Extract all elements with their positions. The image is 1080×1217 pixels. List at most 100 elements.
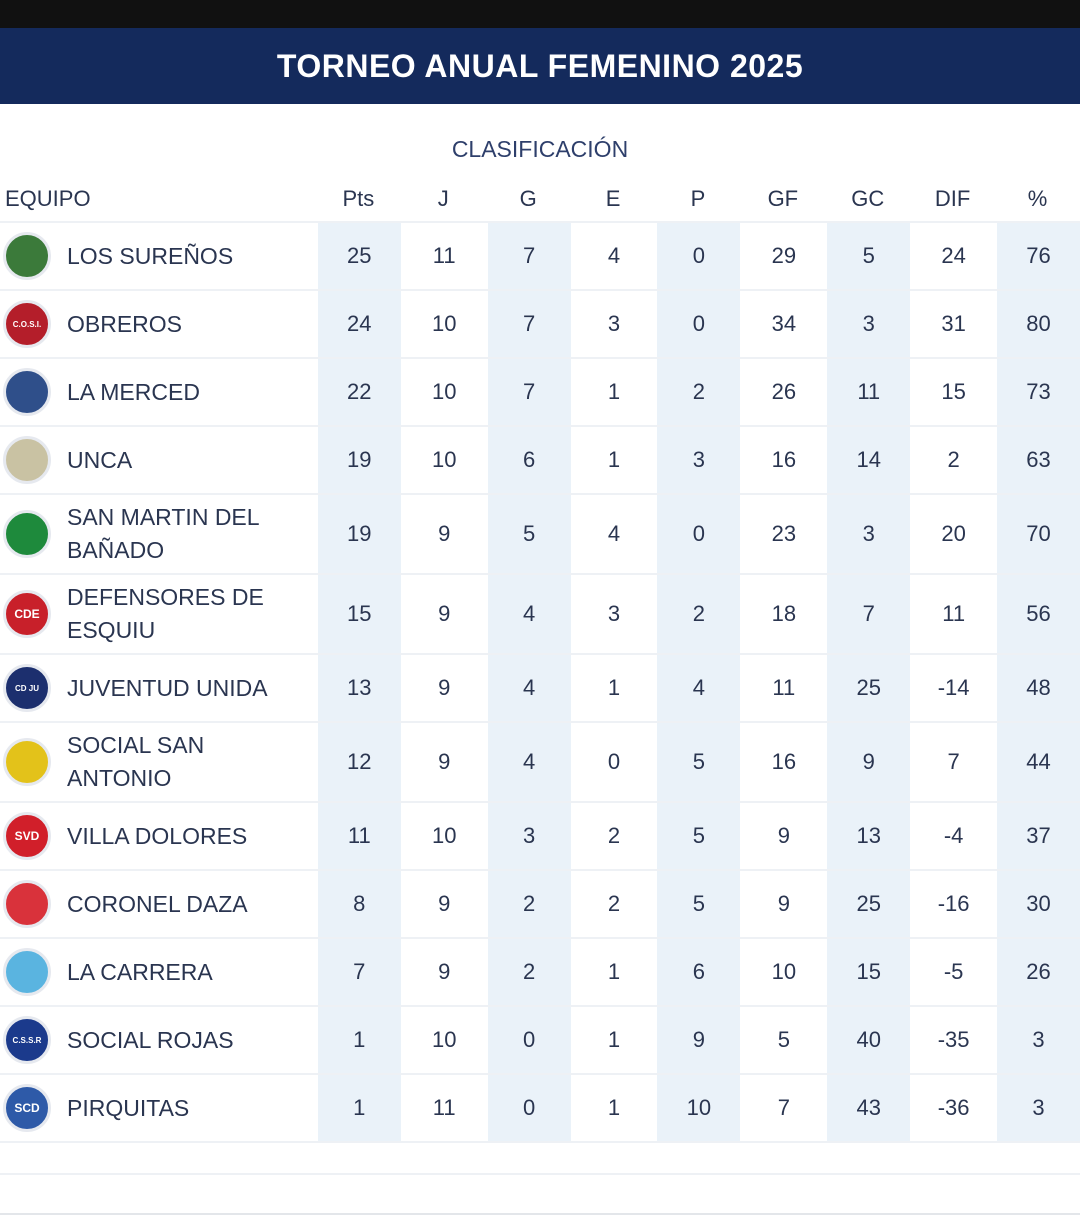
table-row: LA CARRERA 7 9 2 1 6 10 15 -5 26	[0, 937, 1080, 1005]
cell-pct: 73	[995, 359, 1080, 425]
juventud-unida-crest-icon: CD JU	[3, 664, 51, 712]
coronel-daza-crest-icon	[3, 880, 51, 928]
cell-p: 5	[655, 723, 741, 801]
table-row: LA MERCED 22 10 7 1 2 26 11 15 73	[0, 357, 1080, 425]
table-row: C.O.S.I. OBREROS 24 10 7 3 0 34 3 31 80	[0, 289, 1080, 357]
team-cell: CDE DEFENSORES DE ESQUIU	[0, 575, 316, 653]
table-row: SOCIAL SAN ANTONIO 12 9 4 0 5 16 9 7 44	[0, 721, 1080, 801]
cell-pct: 56	[995, 575, 1080, 653]
header-gf: GF	[767, 185, 799, 211]
cell-pct: 3	[995, 1007, 1080, 1073]
cell-j: 10	[400, 803, 486, 869]
cell-dif: -4	[910, 803, 996, 869]
san-martin-crest-icon	[3, 510, 51, 558]
cell-gc: 9	[825, 723, 911, 801]
team-cell: LA CARRERA	[0, 939, 316, 1005]
cell-pts: 7	[315, 939, 401, 1005]
cell-gf: 34	[740, 291, 826, 357]
status-bar	[0, 0, 1080, 28]
cell-p: 2	[655, 575, 741, 653]
team-name: PIRQUITAS	[67, 1094, 190, 1121]
team-cell: CORONEL DAZA	[0, 871, 316, 937]
team-name: DEFENSORES DE ESQUIU	[67, 584, 264, 643]
cell-p: 5	[655, 871, 741, 937]
cell-pct: 76	[995, 223, 1080, 289]
cell-g: 5	[485, 495, 571, 573]
team-cell: SAN MARTIN DEL BAÑADO	[0, 495, 316, 573]
table-body: LOS SUREÑOS 25 11 7 4 0 29 5 24 76 C.O.S.I. OBREROS…	[0, 221, 1080, 1143]
cell-e: 1	[570, 939, 656, 1005]
cell-gc: 14	[825, 427, 911, 493]
table-row: C.S.S.R SOCIAL ROJAS 1 10 0 1 9 5 40 -35 3	[0, 1005, 1080, 1073]
cell-p: 10	[655, 1075, 741, 1141]
table-row: CDE DEFENSORES DE ESQUIU 15 9 4 3 2 18 7 11 56	[0, 573, 1080, 653]
cell-gf: 16	[740, 427, 826, 493]
cell-gc: 3	[825, 495, 911, 573]
cell-e: 2	[570, 871, 656, 937]
team-cell: SVD VILLA DOLORES	[0, 803, 316, 869]
cell-e: 0	[570, 723, 656, 801]
cell-gc: 25	[825, 655, 911, 721]
table-row: UNCA 19 10 6 1 3 16 14 2 63	[0, 425, 1080, 493]
social-san-antonio-crest-icon	[3, 738, 51, 786]
cell-pct: 37	[995, 803, 1080, 869]
cell-j: 9	[400, 939, 486, 1005]
cell-j: 10	[400, 291, 486, 357]
la-merced-crest-icon	[3, 368, 51, 416]
cell-g: 2	[485, 871, 571, 937]
cell-gf: 10	[740, 939, 826, 1005]
header-p: P	[690, 185, 706, 211]
cell-j: 10	[400, 427, 486, 493]
cell-g: 7	[485, 359, 571, 425]
cell-g: 4	[485, 655, 571, 721]
table-row: SCD PIRQUITAS 1 11 0 1 10 7 43 -36 3	[0, 1073, 1080, 1143]
cell-dif: -16	[910, 871, 996, 937]
team-name: LOS SUREÑOS	[67, 242, 234, 269]
cell-gf: 7	[740, 1075, 826, 1141]
cell-pct: 3	[995, 1075, 1080, 1141]
tournament-title: TORNEO ANUAL FEMENINO 2025	[276, 47, 804, 84]
cell-dif: -36	[910, 1075, 996, 1141]
social-rojas-crest-icon: C.S.S.R	[3, 1016, 51, 1064]
team-cell: LOS SUREÑOS	[0, 223, 316, 289]
cell-p: 4	[655, 655, 741, 721]
cell-pct: 44	[995, 723, 1080, 801]
cell-gf: 9	[740, 803, 826, 869]
cell-pts: 24	[315, 291, 401, 357]
cell-pts: 22	[315, 359, 401, 425]
cell-gf: 29	[740, 223, 826, 289]
cell-j: 11	[400, 1075, 486, 1141]
cell-dif: -35	[910, 1007, 996, 1073]
team-name: SAN MARTIN DEL BAÑADO	[67, 504, 259, 563]
cell-dif: -14	[910, 655, 996, 721]
cell-g: 7	[485, 291, 571, 357]
table-row: LOS SUREÑOS 25 11 7 4 0 29 5 24 76	[0, 221, 1080, 289]
header-pts: Pts	[342, 185, 375, 211]
cell-g: 7	[485, 223, 571, 289]
cell-j: 10	[400, 1007, 486, 1073]
cell-pts: 1	[315, 1007, 401, 1073]
cell-g: 4	[485, 723, 571, 801]
cell-p: 6	[655, 939, 741, 1005]
table-row: SVD VILLA DOLORES 11 10 3 2 5 9 13 -4 37	[0, 801, 1080, 869]
cell-gc: 40	[825, 1007, 911, 1073]
cell-p: 2	[655, 359, 741, 425]
cell-pts: 11	[315, 803, 401, 869]
standings-table: EQUIPO Pts J G E P GF GC DIF % LOS SUREÑ…	[0, 176, 1080, 1143]
la-carrera-crest-icon	[3, 948, 51, 996]
cell-e: 1	[570, 427, 656, 493]
cell-p: 0	[655, 495, 741, 573]
cell-g: 0	[485, 1007, 571, 1073]
cell-pts: 13	[315, 655, 401, 721]
cell-p: 3	[655, 427, 741, 493]
team-cell: UNCA	[0, 427, 316, 493]
cell-e: 4	[570, 495, 656, 573]
obreros-crest-icon: C.O.S.I.	[3, 300, 51, 348]
cell-gf: 18	[740, 575, 826, 653]
cell-e: 2	[570, 803, 656, 869]
team-name: LA CARRERA	[67, 958, 213, 985]
cell-pts: 19	[315, 495, 401, 573]
team-name: SOCIAL ROJAS	[67, 1026, 234, 1053]
cell-e: 3	[570, 291, 656, 357]
villa-dolores-crest-icon: SVD	[3, 812, 51, 860]
